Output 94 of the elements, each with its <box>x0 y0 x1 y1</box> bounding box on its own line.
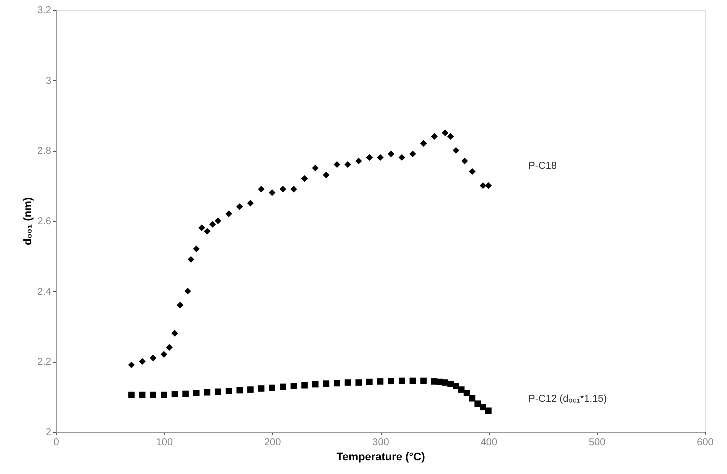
point <box>388 378 394 385</box>
point <box>410 150 416 158</box>
point <box>198 224 206 232</box>
point <box>236 204 244 210</box>
point <box>323 380 330 387</box>
point <box>184 288 192 295</box>
x-tick-label: 500 <box>588 438 606 448</box>
point <box>280 384 286 390</box>
y-axis-title: d₀₀₁ (nm) <box>22 197 35 246</box>
point <box>334 380 340 387</box>
point <box>420 378 427 384</box>
point <box>377 378 384 385</box>
point <box>464 390 470 396</box>
point <box>312 164 319 172</box>
point <box>356 158 362 165</box>
point <box>188 256 195 264</box>
point <box>268 190 276 196</box>
point <box>290 383 298 390</box>
point <box>302 382 308 389</box>
x-tick-label: 600 <box>697 438 714 448</box>
point <box>485 182 492 190</box>
point <box>204 389 211 396</box>
point <box>166 344 173 351</box>
x-tick-label: 0 <box>54 438 60 448</box>
point <box>177 302 184 309</box>
point <box>469 168 476 176</box>
point <box>447 133 454 140</box>
point <box>344 380 352 386</box>
x-tick-label: 300 <box>372 438 390 448</box>
point <box>452 147 460 154</box>
point <box>480 182 487 190</box>
point <box>258 386 265 392</box>
point <box>280 186 287 193</box>
y-tick-label: 2.6 <box>38 216 52 228</box>
point <box>128 392 135 398</box>
point <box>226 210 232 218</box>
point <box>480 404 486 411</box>
point <box>377 154 384 162</box>
point <box>139 358 146 366</box>
point <box>431 133 438 140</box>
point <box>290 186 298 193</box>
y-tick-label: 2.2 <box>38 357 52 368</box>
text: P-C18 <box>528 160 558 172</box>
point <box>398 378 406 384</box>
point <box>486 408 492 414</box>
point <box>458 386 465 393</box>
x-axis-title: Temperature (°C) <box>336 452 426 464</box>
y-tick-label: 3 <box>46 76 52 87</box>
x-tick-label: 400 <box>480 438 498 448</box>
point <box>462 158 468 165</box>
point <box>214 218 222 224</box>
point <box>150 354 157 362</box>
x-tick-label: 100 <box>156 438 174 448</box>
point <box>410 378 416 384</box>
point <box>193 246 200 252</box>
point <box>469 395 476 402</box>
point <box>150 392 157 398</box>
point <box>209 221 216 228</box>
point <box>139 392 146 398</box>
point <box>226 388 232 394</box>
point <box>248 386 254 393</box>
point <box>215 388 222 396</box>
y-tick-label: 2.4 <box>38 286 52 298</box>
point <box>182 390 189 398</box>
point <box>160 351 168 358</box>
x-tick-label: 200 <box>264 438 282 448</box>
point <box>204 228 211 235</box>
point <box>344 161 352 168</box>
point <box>356 380 362 386</box>
point <box>312 381 319 388</box>
point <box>453 383 460 390</box>
point <box>388 150 395 158</box>
point <box>420 140 428 147</box>
y-tick-label: 2 <box>46 428 52 438</box>
point <box>334 161 341 168</box>
point <box>366 154 374 162</box>
point <box>269 384 276 392</box>
point <box>258 186 265 193</box>
point <box>161 392 168 398</box>
point <box>172 391 178 398</box>
point <box>128 362 136 369</box>
point <box>301 175 308 182</box>
point <box>247 200 254 207</box>
point <box>366 378 373 386</box>
point <box>442 130 449 136</box>
text: P-C12 (d₀₀₁*1.15) <box>528 394 608 405</box>
y-tick-label: 2.8 <box>38 146 52 158</box>
point <box>398 154 406 162</box>
y-tick-label: 3.2 <box>38 6 52 16</box>
point <box>172 330 178 337</box>
point <box>193 390 200 396</box>
point <box>474 400 482 408</box>
point <box>323 172 330 179</box>
point <box>236 387 244 394</box>
